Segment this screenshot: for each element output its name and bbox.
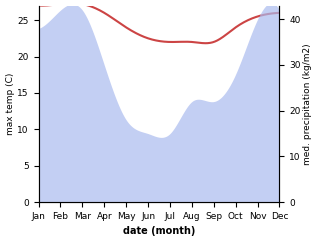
Y-axis label: max temp (C): max temp (C) — [5, 73, 15, 135]
X-axis label: date (month): date (month) — [123, 227, 195, 236]
Y-axis label: med. precipitation (kg/m2): med. precipitation (kg/m2) — [303, 43, 313, 165]
